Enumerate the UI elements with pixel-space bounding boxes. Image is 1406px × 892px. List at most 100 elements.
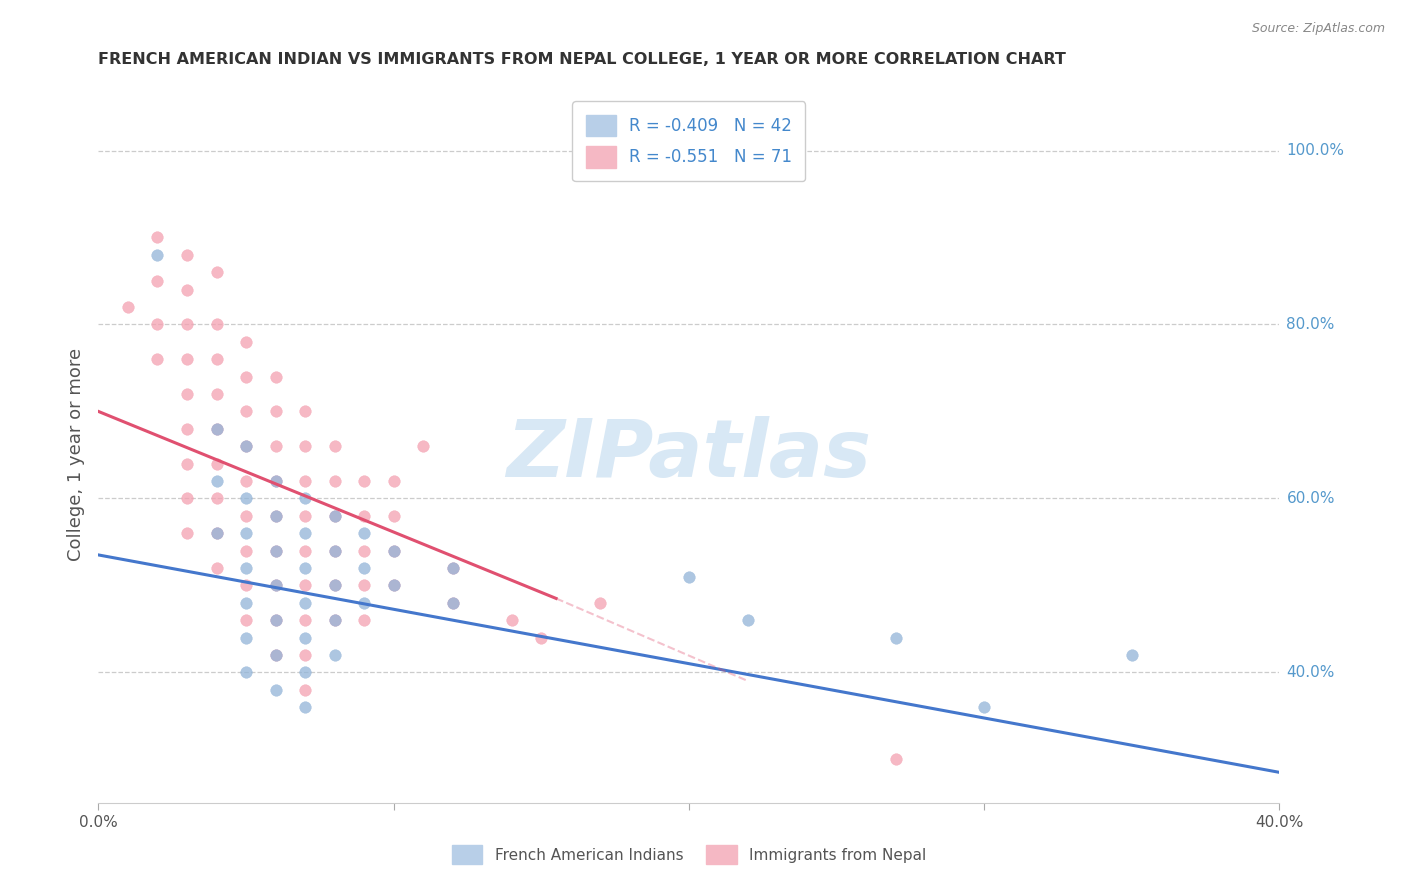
Point xyxy=(205,265,228,279)
Point xyxy=(264,404,287,418)
Point xyxy=(323,439,346,453)
Y-axis label: College, 1 year or more: College, 1 year or more xyxy=(66,349,84,561)
Point xyxy=(146,230,169,244)
Point xyxy=(235,439,257,453)
Point xyxy=(264,682,287,697)
Point xyxy=(353,613,375,627)
Point xyxy=(235,596,257,610)
Point xyxy=(235,508,257,523)
Point xyxy=(205,387,228,401)
Point xyxy=(235,491,257,506)
Point xyxy=(294,631,316,645)
Point xyxy=(294,508,316,523)
Point xyxy=(294,491,316,506)
Point xyxy=(973,700,995,714)
Point xyxy=(589,596,612,610)
Point xyxy=(264,648,287,662)
Point xyxy=(323,543,346,558)
Point xyxy=(294,439,316,453)
Point xyxy=(146,352,169,367)
Point xyxy=(176,248,198,262)
Text: Source: ZipAtlas.com: Source: ZipAtlas.com xyxy=(1251,22,1385,36)
Point xyxy=(678,570,700,584)
Point xyxy=(205,526,228,541)
Point xyxy=(737,613,759,627)
Text: 60.0%: 60.0% xyxy=(1286,491,1334,506)
Point xyxy=(323,613,346,627)
Point xyxy=(884,752,907,766)
Point xyxy=(501,613,523,627)
Point xyxy=(353,508,375,523)
Point xyxy=(323,648,346,662)
Point xyxy=(205,352,228,367)
Point xyxy=(235,526,257,541)
Point xyxy=(294,665,316,680)
Point xyxy=(235,561,257,575)
Point xyxy=(294,543,316,558)
Point xyxy=(264,578,287,592)
Point xyxy=(176,283,198,297)
Point xyxy=(264,543,287,558)
Point xyxy=(176,387,198,401)
Point xyxy=(1121,648,1143,662)
Point xyxy=(294,613,316,627)
Point xyxy=(382,508,405,523)
Point xyxy=(294,682,316,697)
Point xyxy=(235,613,257,627)
Point xyxy=(323,474,346,488)
Point xyxy=(264,508,287,523)
Point xyxy=(264,508,287,523)
Point xyxy=(235,369,257,384)
Legend: French American Indians, Immigrants from Nepal: French American Indians, Immigrants from… xyxy=(444,838,934,871)
Point xyxy=(117,300,139,314)
Point xyxy=(205,491,228,506)
Point xyxy=(382,578,405,592)
Point xyxy=(530,631,553,645)
Point xyxy=(294,648,316,662)
Point xyxy=(323,578,346,592)
Point xyxy=(146,248,169,262)
Point xyxy=(264,474,287,488)
Point xyxy=(441,596,464,610)
Point xyxy=(235,334,257,349)
Point xyxy=(264,578,287,592)
Point xyxy=(264,543,287,558)
Point xyxy=(323,543,346,558)
Point xyxy=(264,439,287,453)
Point xyxy=(353,561,375,575)
Point xyxy=(382,543,405,558)
Point xyxy=(235,543,257,558)
Point xyxy=(353,526,375,541)
Point xyxy=(146,318,169,332)
Point xyxy=(441,561,464,575)
Point xyxy=(323,613,346,627)
Point xyxy=(412,439,434,453)
Point xyxy=(441,596,464,610)
Point xyxy=(353,474,375,488)
Point xyxy=(353,578,375,592)
Point xyxy=(264,369,287,384)
Point xyxy=(176,491,198,506)
Point xyxy=(294,404,316,418)
Text: 40.0%: 40.0% xyxy=(1286,665,1334,680)
Point xyxy=(353,596,375,610)
Text: 80.0%: 80.0% xyxy=(1286,317,1334,332)
Text: 100.0%: 100.0% xyxy=(1286,143,1344,158)
Point xyxy=(264,474,287,488)
Point xyxy=(235,439,257,453)
Point xyxy=(176,526,198,541)
Point xyxy=(205,457,228,471)
Point xyxy=(294,578,316,592)
Point xyxy=(323,578,346,592)
Text: FRENCH AMERICAN INDIAN VS IMMIGRANTS FROM NEPAL COLLEGE, 1 YEAR OR MORE CORRELAT: FRENCH AMERICAN INDIAN VS IMMIGRANTS FRO… xyxy=(98,52,1066,67)
Point xyxy=(205,422,228,436)
Point xyxy=(264,613,287,627)
Point xyxy=(235,665,257,680)
Point xyxy=(205,526,228,541)
Point xyxy=(235,578,257,592)
Point xyxy=(294,596,316,610)
Point xyxy=(323,508,346,523)
Point xyxy=(441,561,464,575)
Point xyxy=(264,648,287,662)
Point xyxy=(205,474,228,488)
